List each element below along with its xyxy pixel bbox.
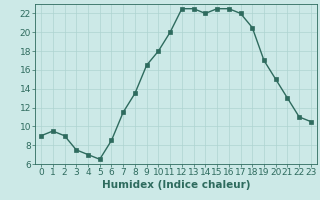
X-axis label: Humidex (Indice chaleur): Humidex (Indice chaleur) — [102, 180, 250, 190]
